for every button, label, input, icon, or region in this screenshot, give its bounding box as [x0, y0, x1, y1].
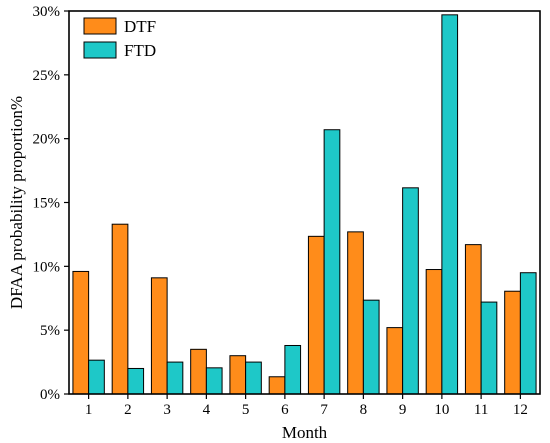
y-tick-label: 0% [40, 387, 60, 403]
bar-dtf-8 [347, 231, 364, 395]
x-tick-label: 12 [513, 402, 528, 418]
y-tick-label: 25% [33, 68, 61, 84]
legend: DTF FTD [83, 17, 156, 60]
bar-dtf-3 [150, 277, 168, 395]
x-tick-label: 2 [124, 402, 132, 418]
x-tick-label: 6 [281, 402, 289, 418]
legend-label-ftd: FTD [124, 41, 156, 60]
legend-label-dtf: DTF [124, 17, 156, 36]
bar-ftd-3 [166, 361, 184, 395]
bar-dtf-7 [307, 235, 325, 395]
bar-dtf-10 [425, 269, 443, 395]
bar-ftd-2 [127, 367, 145, 395]
bar-ftd-6 [284, 344, 302, 395]
bar-dtf-11 [464, 244, 482, 395]
x-axis-label: Month [282, 423, 328, 442]
bar-dtf-5 [229, 355, 247, 395]
y-tick-label: 30% [33, 4, 61, 20]
bar-ftd-11 [480, 301, 498, 395]
x-tick-label: 10 [434, 402, 449, 418]
bar-ftd-12 [519, 272, 537, 395]
legend-swatch-ftd [83, 41, 117, 59]
bar-dtf-2 [111, 223, 129, 395]
legend-swatch-dtf [83, 17, 117, 35]
x-tick-label: 11 [474, 402, 488, 418]
bar-ftd-1 [88, 359, 105, 395]
ticks-group: 0%5%10%15%20%25%30%1 2 3 4 5 6 7 8 9 10 11 12 [33, 4, 528, 418]
bar-ftd-5 [245, 361, 262, 395]
x-tick-label: 3 [163, 402, 171, 418]
y-tick-label: 15% [33, 196, 61, 212]
bar-ftd-4 [205, 367, 223, 395]
y-tick-label: 10% [33, 259, 61, 275]
bar-dtf-6 [268, 376, 286, 395]
x-tick-label: 5 [242, 402, 250, 418]
bar-dtf-4 [190, 348, 207, 395]
x-tick-label: 4 [203, 402, 211, 418]
x-tick-label: 7 [320, 402, 328, 418]
y-axis-label: DFAA probability proportion% [7, 96, 26, 309]
x-tick-label: 9 [399, 402, 407, 418]
bar-dtf-12 [504, 290, 521, 395]
bar-ftd-8 [362, 299, 380, 395]
bar-dtf-1 [72, 270, 90, 395]
x-tick-label: 1 [85, 402, 93, 418]
y-tick-label: 20% [33, 132, 61, 148]
bar-ftd-9 [402, 187, 419, 395]
bars-group [72, 14, 537, 395]
bar-ftd-10 [441, 14, 459, 395]
y-tick-label: 5% [40, 323, 60, 339]
x-tick-label: 8 [360, 402, 368, 418]
bar-dtf-9 [386, 327, 404, 395]
bar-ftd-7 [323, 129, 341, 395]
